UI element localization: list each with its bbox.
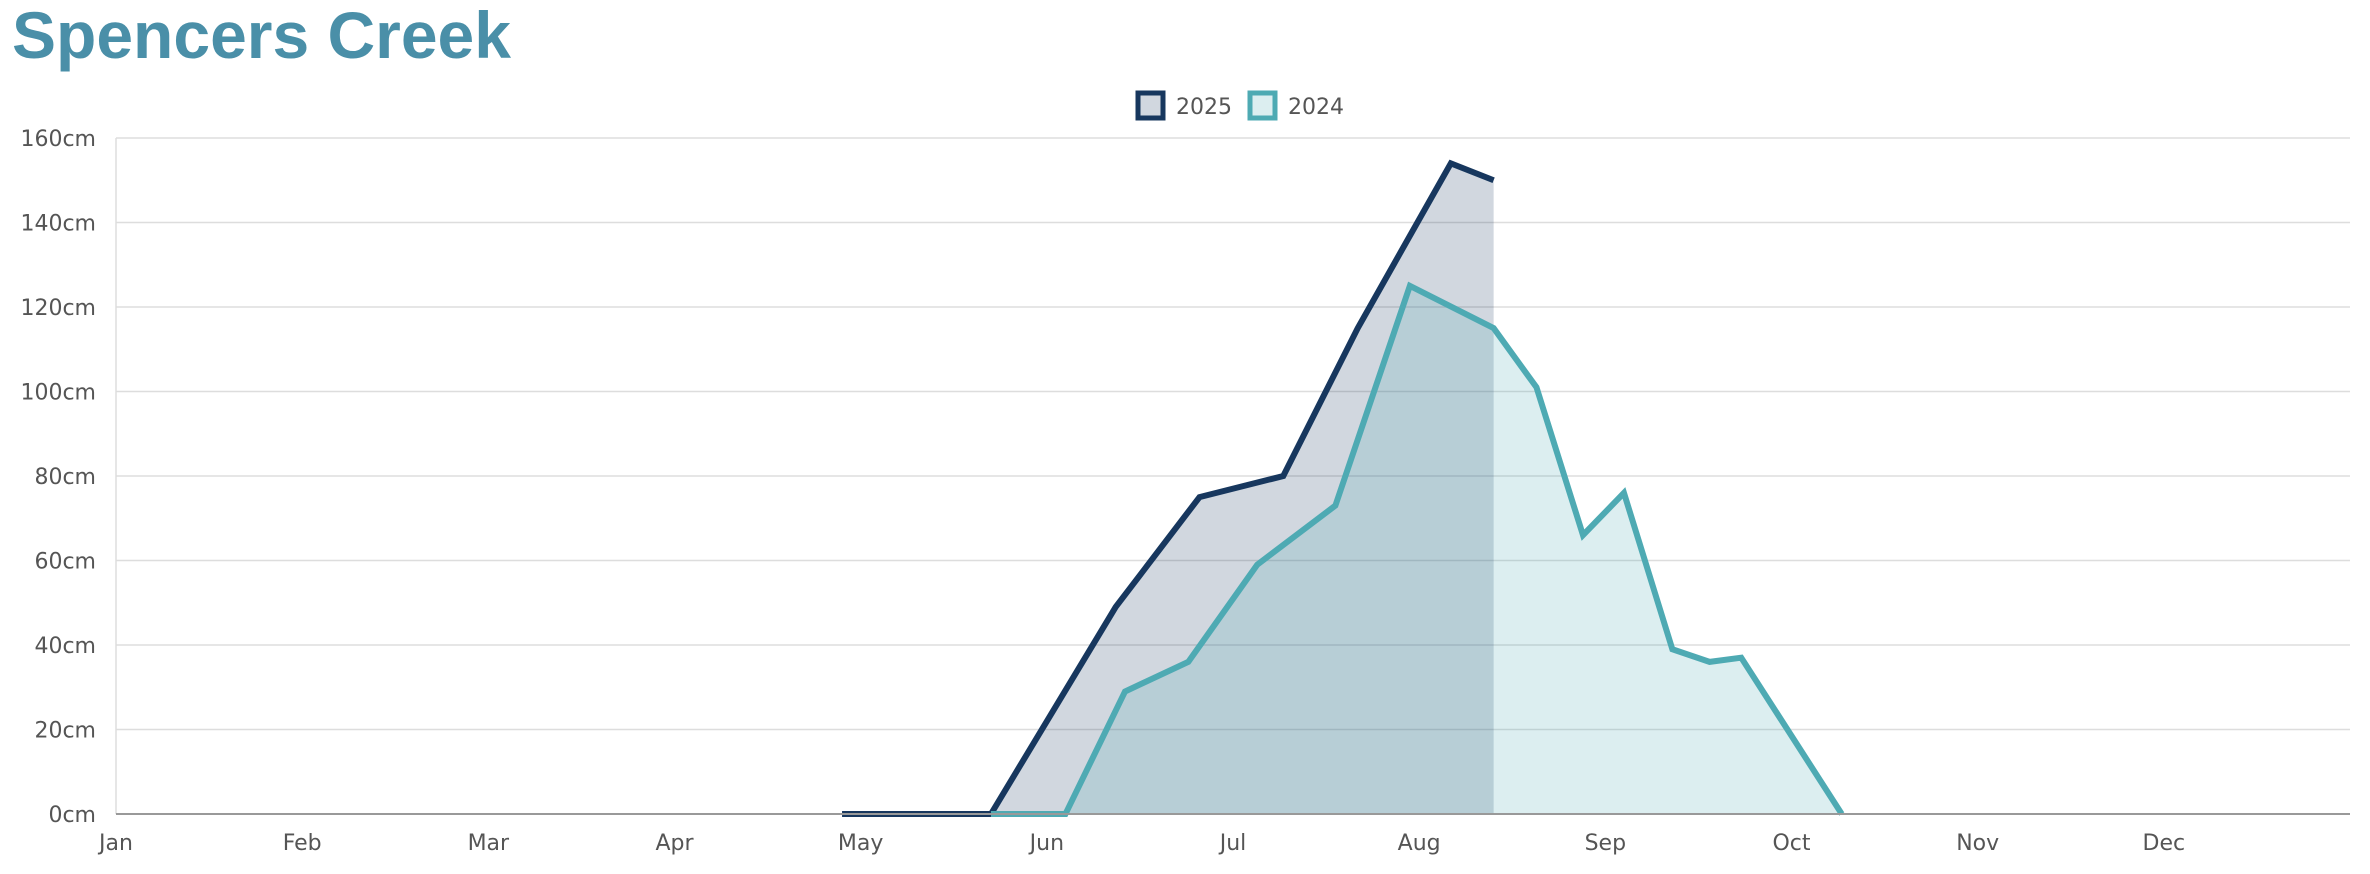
- series-line-2025: [842, 159, 1495, 817]
- x-tick-label: Jan: [97, 831, 133, 856]
- x-tick-label: Aug: [1398, 831, 1441, 856]
- y-tick-label: 60cm: [34, 550, 96, 575]
- legend-swatch: [1247, 90, 1278, 121]
- chart-title: Spencers Creek: [12, 0, 511, 72]
- grid-lines: [116, 137, 2350, 731]
- y-tick-label: 0cm: [48, 803, 96, 828]
- y-tick-label: 140cm: [20, 212, 96, 237]
- y-tick-label: 100cm: [20, 381, 96, 406]
- axes: [115, 138, 2350, 815]
- x-tick-label: Mar: [468, 831, 510, 856]
- y-tick-label: 20cm: [34, 719, 96, 744]
- y-tick-label: 80cm: [34, 465, 96, 490]
- x-axis-tick-labels: Jan Feb Mar Apr May Jun Jul Aug Sep Oct Nov Dec: [97, 831, 2185, 856]
- legend-label: 2025: [1176, 95, 1232, 120]
- x-tick-label: Feb: [283, 831, 322, 856]
- x-tick-label: Sep: [1585, 831, 1626, 856]
- legend-item-2025[interactable]: 2025: [1135, 90, 1232, 121]
- x-tick-label: Apr: [655, 831, 694, 856]
- y-tick-label: 120cm: [20, 296, 96, 321]
- legend[interactable]: 2025 2024: [1135, 90, 1344, 121]
- x-tick-label: Jun: [1028, 831, 1064, 856]
- series-areas: [842, 163, 1842, 815]
- series-lines: [842, 159, 1845, 817]
- legend-item-2024[interactable]: 2024: [1247, 90, 1344, 121]
- legend-label: 2024: [1288, 95, 1344, 120]
- x-tick-label: May: [838, 831, 883, 856]
- x-tick-label: Nov: [1956, 831, 1999, 856]
- x-tick-label: Oct: [1772, 831, 1810, 856]
- y-axis-tick-labels: 0cm 20cm 40cm 60cm 80cm 100cm 120cm 140cm 160cm: [20, 127, 96, 828]
- legend-swatch: [1135, 90, 1166, 121]
- x-tick-label: Jul: [1218, 831, 1247, 856]
- y-tick-label: 40cm: [34, 634, 96, 659]
- area-2024: [990, 285, 1842, 814]
- y-tick-label: 160cm: [20, 127, 96, 152]
- x-tick-label: Dec: [2143, 831, 2186, 856]
- series-line-2024: [990, 281, 1845, 817]
- area-2025: [842, 163, 1494, 815]
